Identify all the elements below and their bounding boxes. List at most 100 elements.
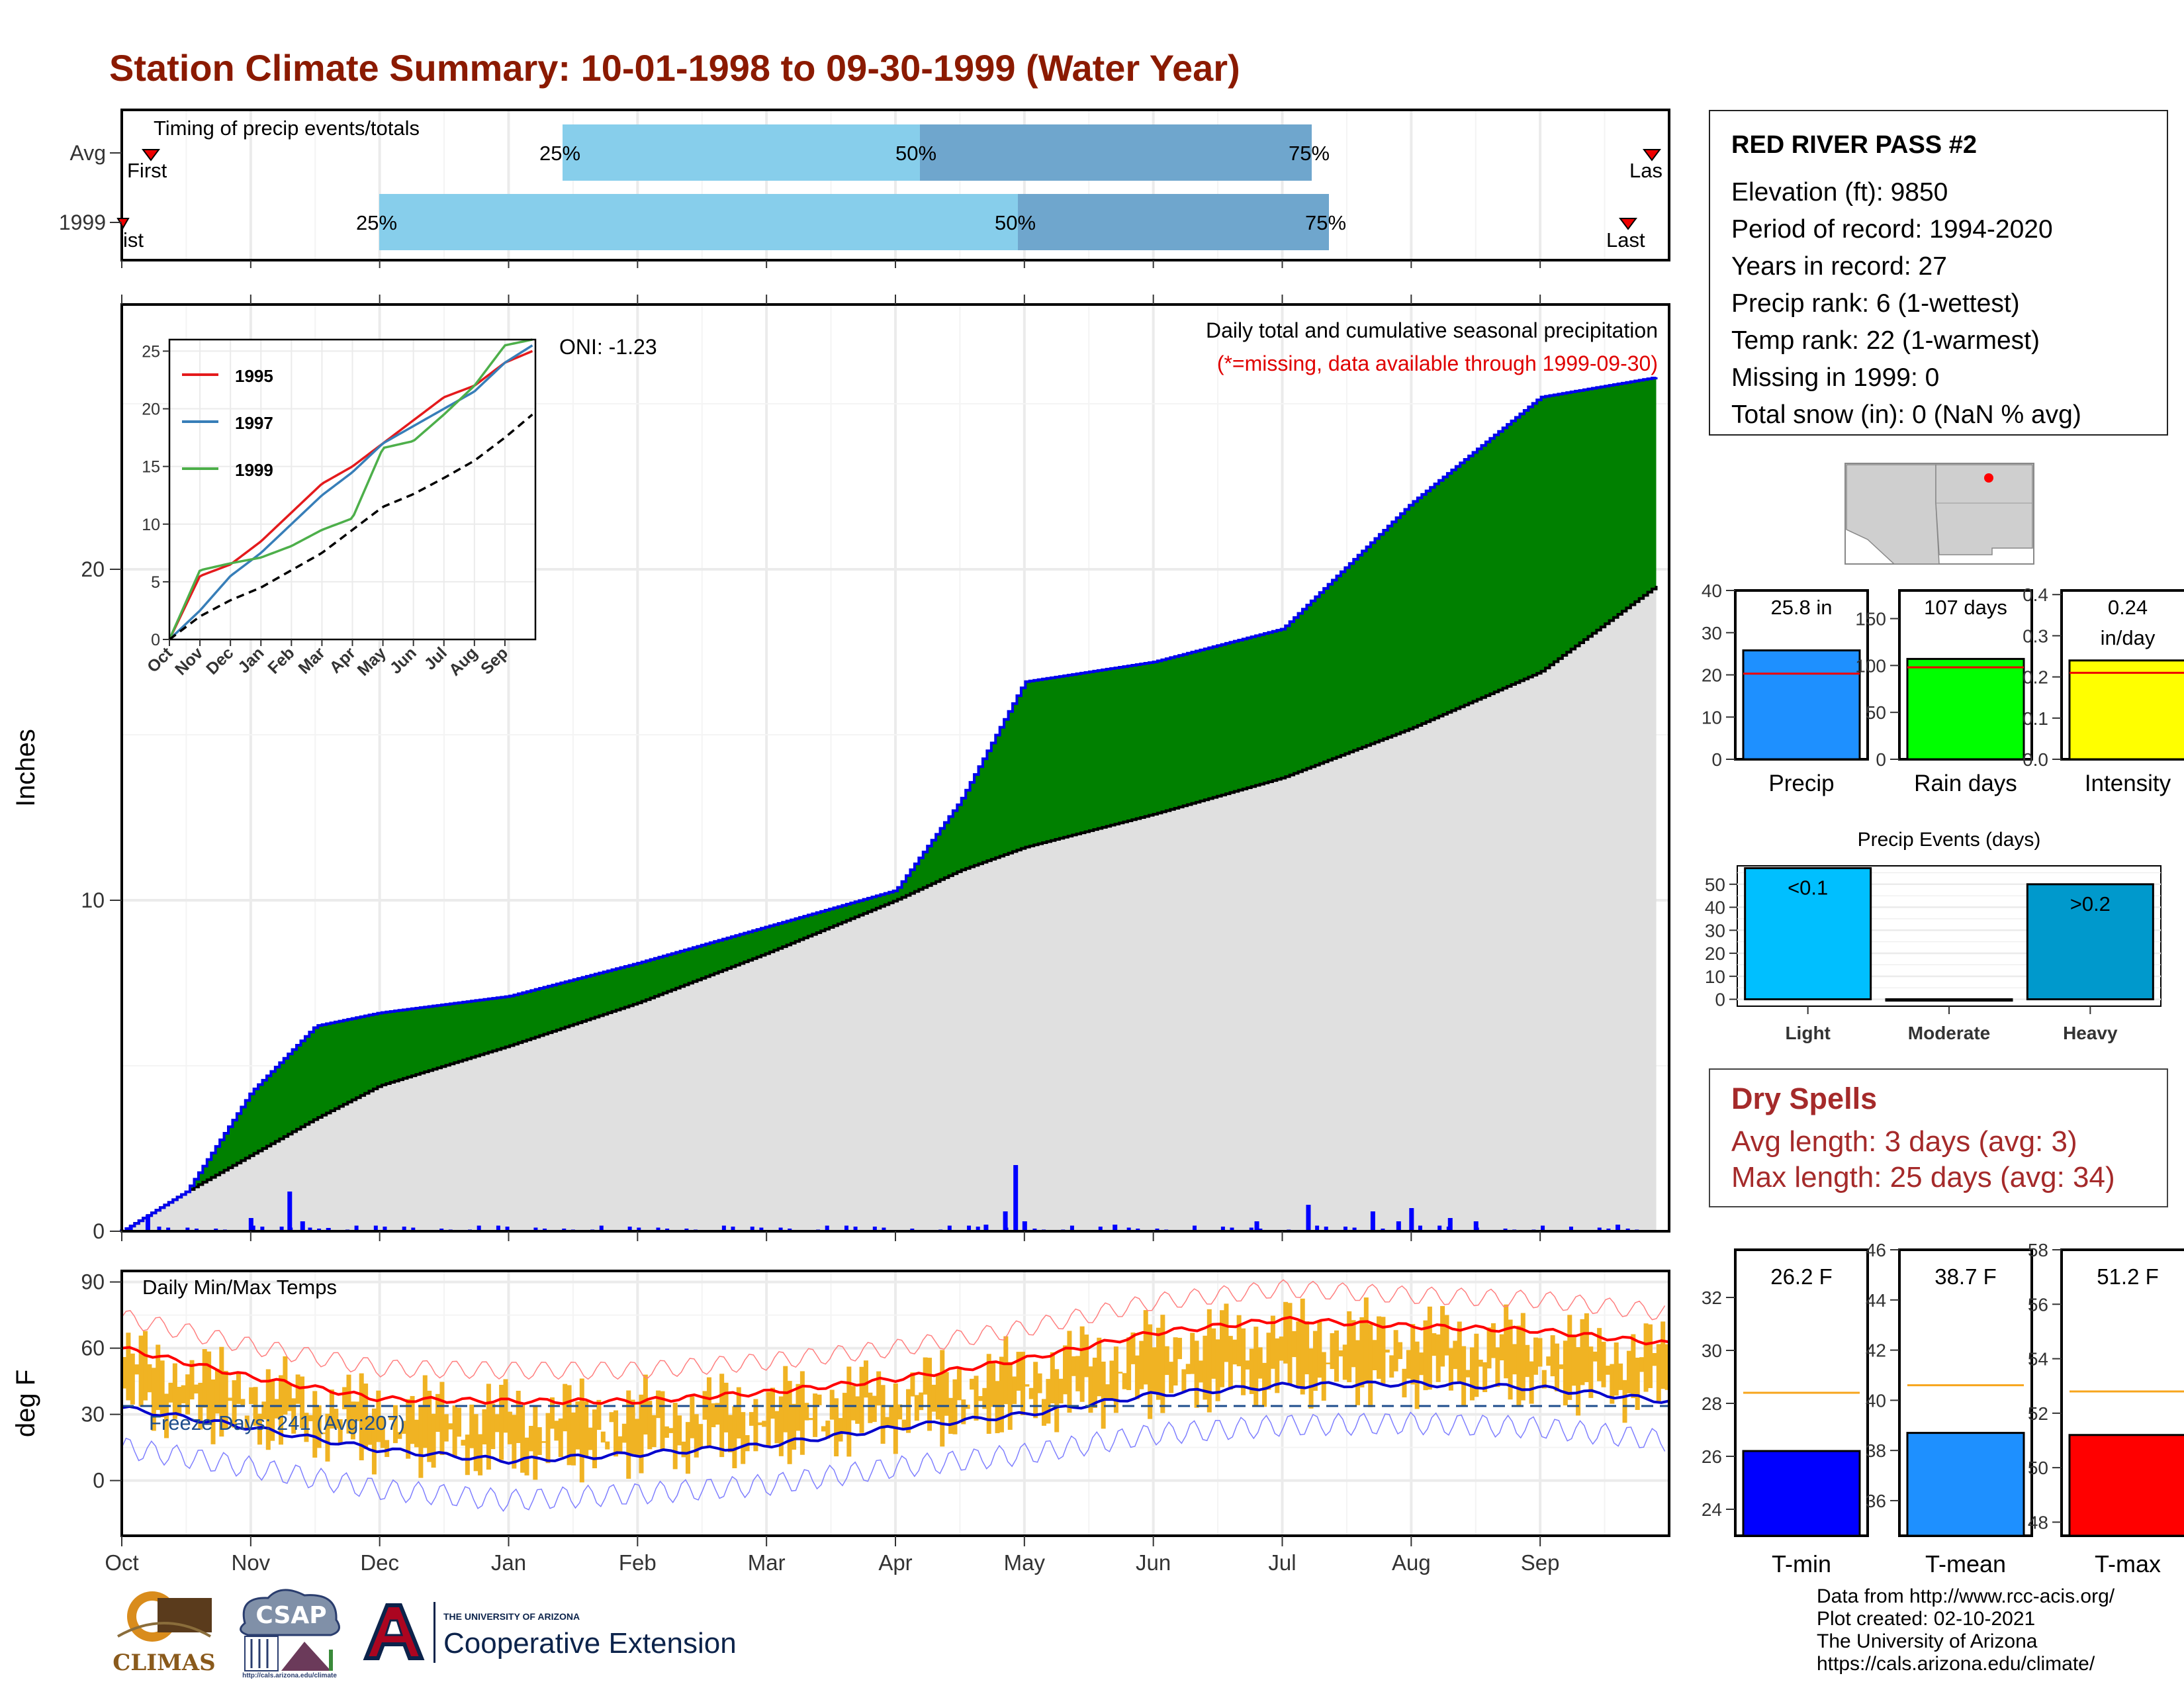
daily-temp-bar <box>1610 1364 1615 1404</box>
events-ytick-label: 20 <box>1705 943 1725 964</box>
daily-temp-bar <box>639 1394 644 1474</box>
daily-precip-bar <box>1352 1227 1357 1231</box>
mini-raindays-bar <box>1906 657 2025 761</box>
daily-temp-bar <box>1520 1313 1525 1401</box>
mini-tmin-label: T-min <box>1772 1550 1831 1577</box>
daily-temp-bar <box>1173 1337 1178 1386</box>
temp-mini-ytick-label: 32 <box>1702 1288 1722 1308</box>
daily-temp-bar <box>1308 1348 1314 1409</box>
inset-line-1997 <box>168 344 533 641</box>
daily-temp-bar <box>1249 1348 1254 1394</box>
daily-temp-bar <box>906 1389 911 1433</box>
daily-temp-bar <box>808 1418 813 1421</box>
daily-temp-bar <box>1257 1347 1263 1379</box>
daily-temp-bar <box>156 1344 161 1411</box>
daily-temp-bar <box>868 1392 873 1423</box>
daily-temp-bar <box>1432 1333 1437 1356</box>
timing-row-avg: Avg <box>69 141 106 165</box>
daily-precip-bar <box>1113 1225 1118 1231</box>
main-ytick-label: 20 <box>81 557 105 581</box>
record-min-line <box>121 1411 1666 1512</box>
mini-ytick-label: 0.1 <box>2023 708 2048 729</box>
daily-temp-bar <box>1643 1323 1649 1392</box>
daily-temp-bar <box>1465 1370 1471 1378</box>
daily-precip-bar <box>1249 1227 1253 1231</box>
daily-temp-bar <box>1639 1357 1645 1372</box>
inset-line-avg <box>168 413 533 641</box>
temp-mini-ytick-label: 36 <box>1866 1491 1886 1511</box>
daily-temp-bar <box>342 1387 347 1409</box>
daily-temp-bar <box>766 1391 771 1447</box>
daily-temp-bar <box>177 1387 182 1417</box>
daily-temp-bar <box>1016 1352 1021 1391</box>
mini-raindays-value: 107 days <box>1924 596 2007 619</box>
temp-ytick-label: 90 <box>81 1270 105 1294</box>
timing-avg-q1-bar <box>563 124 920 181</box>
oni-label: ONI: -1.23 <box>559 335 657 359</box>
daily-temp-bar <box>473 1414 478 1472</box>
daily-temp-bar <box>1571 1335 1576 1386</box>
daily-temp-bar <box>956 1368 962 1401</box>
daily-temp-bar <box>897 1404 903 1420</box>
inset-ytick-label: 20 <box>142 400 160 419</box>
daily-precip-bar <box>721 1225 726 1231</box>
daily-temp-bar <box>147 1364 152 1393</box>
mini-tmax-value: 51.2 F <box>2097 1264 2159 1289</box>
daily-temp-bar <box>1486 1327 1492 1369</box>
daily-temp-bar <box>863 1360 868 1398</box>
daily-temp-bar <box>270 1379 275 1441</box>
daily-precip-bar <box>1022 1221 1027 1231</box>
daily-precip-bar <box>1409 1208 1414 1231</box>
inset-legend-1997: 1997 <box>235 413 273 433</box>
temp-mini-ytick-label: 42 <box>1866 1340 1886 1361</box>
daily-temp-bar <box>1363 1297 1369 1384</box>
daily-temp-bar <box>300 1376 305 1429</box>
temp-mini-ytick-label: 28 <box>1702 1393 1722 1414</box>
events-category-label: Moderate <box>1908 1023 1990 1043</box>
daily-temp-bar <box>1262 1362 1267 1407</box>
daily-temp-bar <box>457 1407 462 1437</box>
daily-temp-bar <box>549 1397 555 1429</box>
timing-row-1999: 1999 <box>59 211 106 234</box>
inset-ytick-label: 10 <box>142 516 160 534</box>
mini-tmin-bar <box>1742 1450 1861 1537</box>
month-label: Oct <box>105 1550 138 1575</box>
daily-temp-bar <box>151 1368 156 1431</box>
daily-temp-bar <box>533 1405 538 1480</box>
daily-temp-bar <box>1469 1347 1475 1401</box>
daily-precip-bar <box>1541 1225 1545 1231</box>
daily-temp-bar <box>431 1413 436 1468</box>
daily-temp-bar <box>1028 1387 1034 1399</box>
daily-precip-bar <box>145 1215 150 1231</box>
daily-temp-bar <box>668 1428 674 1433</box>
daily-temp-bar <box>329 1389 334 1429</box>
mini-ytick-label: 150 <box>1855 609 1886 630</box>
daily-temp-bar <box>1423 1320 1428 1391</box>
events-bar-moderate <box>1885 998 2013 1002</box>
daily-precip-bar <box>383 1227 387 1231</box>
daily-temp-bar <box>677 1415 682 1446</box>
station-precip-rank: Precip rank: 6 (1-wettest) <box>1731 289 2020 318</box>
timing-1999-p25: 25% <box>356 211 397 234</box>
daily-precip-bar <box>279 1227 284 1231</box>
daily-temp-bar <box>249 1387 254 1405</box>
daily-temp-bar <box>690 1396 695 1438</box>
daily-temp-bar <box>1275 1338 1280 1393</box>
daily-precip-bar <box>1597 1227 1602 1231</box>
daily-precip-bar <box>1069 1225 1074 1231</box>
daily-temp-bar <box>1321 1352 1326 1401</box>
month-label: Jun <box>1136 1550 1171 1575</box>
mini-tmax-label: T-max <box>2095 1550 2161 1577</box>
daily-temp-bar <box>219 1346 224 1437</box>
daily-temp-bar <box>1215 1339 1220 1401</box>
mini-tmin-value: 26.2 F <box>1770 1264 1833 1289</box>
daily-temp-bar <box>829 1389 835 1420</box>
daily-precip-bar <box>656 1227 660 1231</box>
events-category-label: Heavy <box>2063 1023 2118 1043</box>
daily-temp-bar <box>1656 1344 1661 1403</box>
mini-ytick-label: 40 <box>1702 581 1722 601</box>
daily-temp-bar <box>749 1412 754 1426</box>
daily-temp-bar <box>681 1441 686 1458</box>
daily-temp-bar <box>507 1411 512 1444</box>
daily-temp-bar <box>541 1441 547 1443</box>
